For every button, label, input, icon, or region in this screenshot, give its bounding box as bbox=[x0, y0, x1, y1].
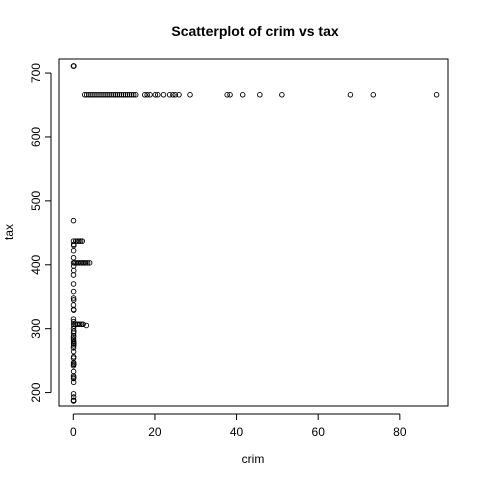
x-tick-label: 0 bbox=[70, 425, 77, 439]
data-point bbox=[161, 92, 166, 97]
x-tick-label: 20 bbox=[148, 425, 162, 439]
data-point bbox=[240, 92, 245, 97]
y-tick-label: 400 bbox=[29, 254, 43, 274]
y-tick-label: 200 bbox=[29, 382, 43, 402]
plot-area-frame bbox=[59, 59, 448, 406]
data-point bbox=[228, 92, 233, 97]
data-point bbox=[71, 303, 76, 308]
data-point bbox=[280, 92, 285, 97]
x-tick-label: 60 bbox=[312, 425, 326, 439]
y-tick-label: 700 bbox=[29, 63, 43, 83]
y-axis-label: tax bbox=[2, 224, 16, 240]
x-tick-label: 80 bbox=[393, 425, 407, 439]
data-point bbox=[71, 273, 76, 278]
data-points bbox=[71, 64, 439, 403]
data-point bbox=[71, 218, 76, 223]
data-point bbox=[71, 255, 76, 260]
x-tick-label: 40 bbox=[230, 425, 244, 439]
y-tick-label: 600 bbox=[29, 127, 43, 147]
data-point bbox=[348, 92, 353, 97]
y-tick-label: 300 bbox=[29, 318, 43, 338]
data-point bbox=[71, 289, 76, 294]
data-point bbox=[71, 264, 76, 269]
y-axis: 200 300 400 500 600 700 bbox=[29, 63, 51, 403]
data-point bbox=[71, 248, 76, 253]
x-axis: 0 20 40 60 80 bbox=[70, 414, 407, 439]
data-point bbox=[258, 92, 263, 97]
data-point bbox=[71, 369, 76, 374]
data-point bbox=[71, 268, 76, 273]
data-point bbox=[148, 92, 153, 97]
data-point bbox=[71, 282, 76, 287]
data-point bbox=[371, 92, 376, 97]
data-point bbox=[188, 92, 193, 97]
y-tick-label: 500 bbox=[29, 191, 43, 211]
data-point bbox=[434, 92, 439, 97]
x-axis-label: crim bbox=[242, 452, 265, 466]
chart-title: Scatterplot of crim vs tax bbox=[171, 23, 338, 39]
